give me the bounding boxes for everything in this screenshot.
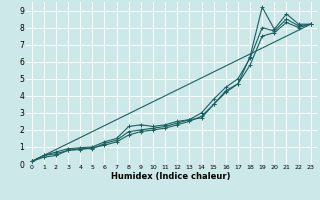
X-axis label: Humidex (Indice chaleur): Humidex (Indice chaleur)	[111, 172, 231, 181]
